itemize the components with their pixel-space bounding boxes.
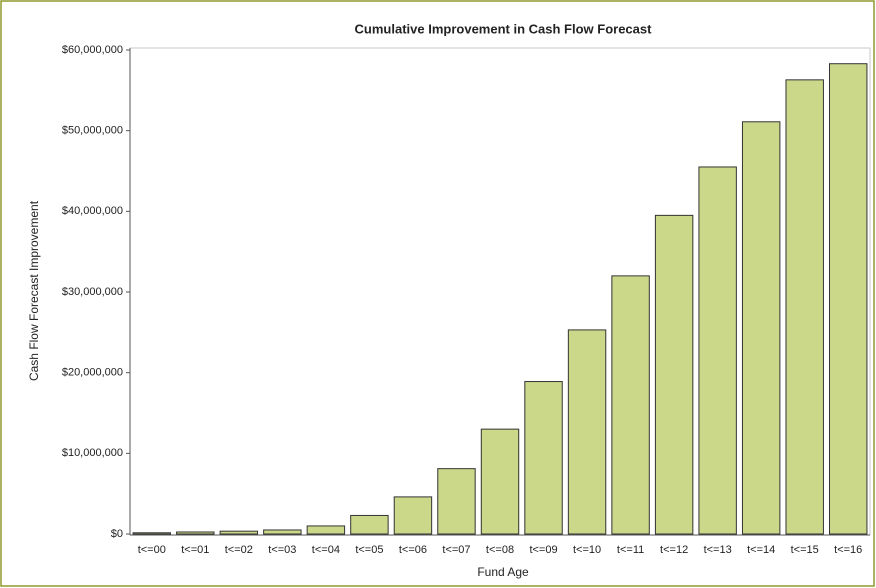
bar bbox=[567, 329, 607, 535]
bar bbox=[654, 214, 694, 535]
bar bbox=[306, 525, 346, 535]
x-tick-label: t<=15 bbox=[791, 544, 819, 556]
bar bbox=[480, 428, 520, 535]
y-tick-label: $50,000,000 bbox=[62, 125, 123, 137]
x-tick-label: t<=14 bbox=[747, 544, 775, 556]
chart-title: Cumulative Improvement in Cash Flow Fore… bbox=[355, 21, 653, 36]
x-tick-label: t<=11 bbox=[617, 544, 644, 556]
x-tick-label: t<=01 bbox=[181, 544, 209, 556]
x-tick-label: t<=05 bbox=[355, 544, 383, 556]
bar bbox=[437, 468, 476, 535]
bar bbox=[741, 121, 781, 535]
bar bbox=[829, 63, 868, 535]
x-tick-label: t<=08 bbox=[486, 544, 514, 556]
y-tick-label: $60,000,000 bbox=[62, 44, 123, 56]
bar bbox=[785, 79, 824, 535]
x-tick-label: t<=04 bbox=[312, 544, 340, 556]
x-axis-label: Fund Age bbox=[477, 565, 529, 579]
x-tick-label: t<=13 bbox=[704, 544, 732, 556]
x-tick-label: t<=03 bbox=[268, 544, 296, 556]
bar bbox=[263, 529, 302, 535]
x-tick-label: t<=02 bbox=[225, 544, 253, 556]
x-tick-label: t<=12 bbox=[660, 544, 688, 556]
y-tick-label: $0 bbox=[111, 528, 123, 540]
y-tick-label: $30,000,000 bbox=[62, 286, 123, 298]
y-tick-label: $40,000,000 bbox=[62, 205, 123, 217]
x-tick-label: t<=00 bbox=[138, 544, 166, 556]
bar bbox=[176, 531, 215, 535]
bar bbox=[524, 381, 563, 535]
x-tick-label: t<=07 bbox=[442, 544, 470, 556]
bar bbox=[219, 530, 259, 535]
bar bbox=[611, 275, 650, 535]
bar bbox=[698, 166, 737, 535]
y-axis-label: Cash Flow Forecast Improvement bbox=[27, 200, 41, 381]
bar bbox=[350, 514, 389, 535]
x-tick-label: t<=10 bbox=[573, 544, 601, 556]
bar bbox=[393, 496, 433, 535]
x-tick-label: t<=09 bbox=[529, 544, 557, 556]
y-tick-label: $10,000,000 bbox=[62, 447, 123, 459]
bar bbox=[132, 532, 171, 535]
y-tick-label: $20,000,000 bbox=[62, 367, 123, 379]
x-tick-label: t<=06 bbox=[399, 544, 427, 556]
x-tick-label: t<=16 bbox=[834, 544, 862, 556]
